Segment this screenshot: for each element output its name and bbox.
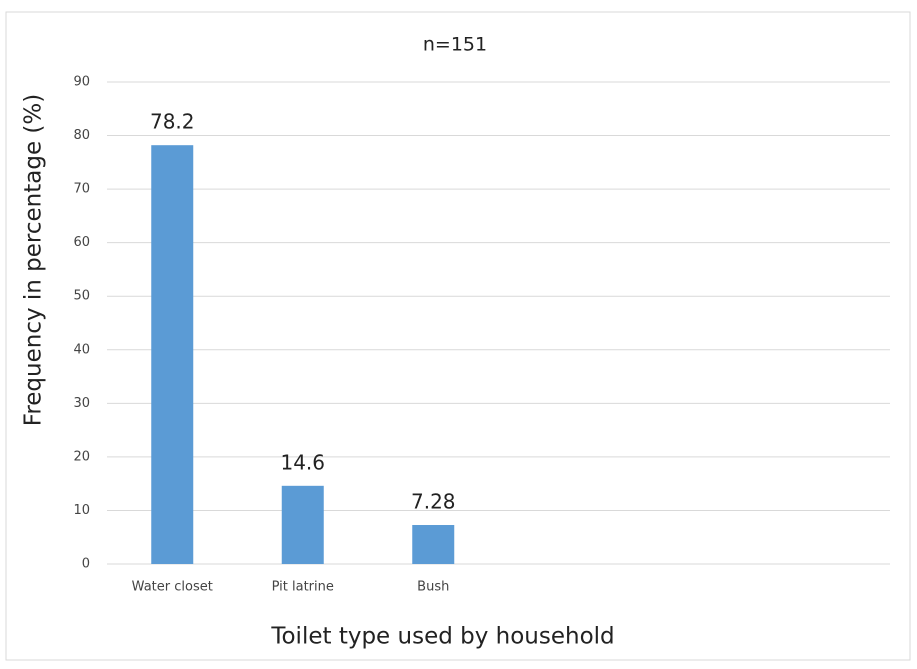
- data-label: 78.2: [150, 110, 195, 134]
- bar: [281, 485, 324, 564]
- y-tick-label: 60: [73, 235, 90, 250]
- y-tick-label: 0: [82, 557, 90, 572]
- x-tick-label: Water closet: [132, 580, 213, 595]
- y-tick-label: 70: [73, 182, 90, 197]
- y-tick-label: 50: [73, 289, 90, 304]
- y-axis-label: Frequency in percentage (%): [21, 94, 47, 426]
- y-tick-label: 20: [73, 449, 90, 464]
- bar: [412, 525, 455, 564]
- x-tick-label: Bush: [417, 580, 449, 595]
- bar: [151, 145, 194, 564]
- y-tick-label: 30: [73, 396, 90, 411]
- data-label: 7.28: [411, 490, 456, 514]
- x-axis-label: Toilet type used by household: [270, 624, 614, 650]
- x-tick-label: Pit latrine: [272, 580, 334, 595]
- chart-title: n=151: [423, 34, 487, 56]
- data-label: 14.6: [280, 450, 325, 474]
- y-tick-label: 10: [73, 503, 90, 518]
- y-tick-label: 40: [73, 342, 90, 357]
- chart-frame: [5, 11, 911, 661]
- y-tick-label: 90: [73, 75, 90, 90]
- y-tick-label: 80: [73, 128, 90, 143]
